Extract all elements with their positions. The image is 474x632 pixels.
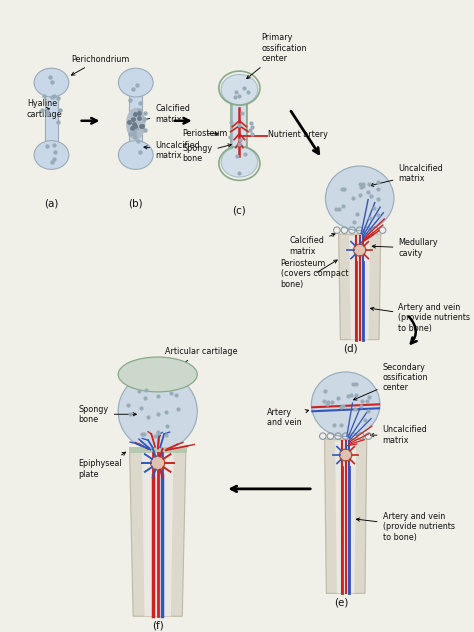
Text: Medullary
cavity: Medullary cavity <box>372 238 438 258</box>
Polygon shape <box>129 451 186 616</box>
Text: Uncalcified
matrix: Uncalcified matrix <box>370 164 443 186</box>
Ellipse shape <box>326 166 394 231</box>
Polygon shape <box>335 441 356 593</box>
Ellipse shape <box>118 357 197 392</box>
Ellipse shape <box>151 456 165 470</box>
Text: Calcified
matrix: Calcified matrix <box>142 104 190 123</box>
Text: Hyaline
cartilage: Hyaline cartilage <box>27 99 63 119</box>
Polygon shape <box>325 439 367 593</box>
Ellipse shape <box>221 147 258 177</box>
Ellipse shape <box>34 68 69 97</box>
Ellipse shape <box>118 141 153 169</box>
Polygon shape <box>45 90 58 147</box>
Text: Primary
ossification
center: Primary ossification center <box>246 33 307 78</box>
Text: (c): (c) <box>233 205 246 216</box>
Text: Uncalcified
matrix: Uncalcified matrix <box>144 141 200 161</box>
Ellipse shape <box>311 372 380 437</box>
Ellipse shape <box>339 449 352 461</box>
Text: (a): (a) <box>44 198 59 209</box>
Ellipse shape <box>118 68 153 97</box>
Text: Periosteum: Periosteum <box>182 129 228 138</box>
Text: Spongy
bone: Spongy bone <box>79 404 137 424</box>
Ellipse shape <box>34 141 69 169</box>
Polygon shape <box>338 234 381 339</box>
Polygon shape <box>129 447 187 453</box>
Text: (e): (e) <box>334 597 348 607</box>
Text: Epiphyseal
plate: Epiphyseal plate <box>79 452 126 478</box>
Ellipse shape <box>221 75 258 105</box>
Polygon shape <box>129 90 142 147</box>
Text: Artery
and vein: Artery and vein <box>266 408 309 427</box>
Text: (d): (d) <box>344 344 358 353</box>
Text: (b): (b) <box>128 198 143 209</box>
Text: Secondary
ossification
center: Secondary ossification center <box>354 363 428 400</box>
Text: (f): (f) <box>152 620 164 630</box>
Ellipse shape <box>118 372 197 450</box>
Text: Articular cartilage: Articular cartilage <box>165 347 237 375</box>
Ellipse shape <box>126 108 146 140</box>
Polygon shape <box>349 236 370 339</box>
Polygon shape <box>232 98 246 154</box>
Text: Artery and vein
(provide nutrients
to bone): Artery and vein (provide nutrients to bo… <box>371 303 470 332</box>
Text: Calcified
matrix: Calcified matrix <box>290 234 335 256</box>
Text: Perichondrium: Perichondrium <box>71 54 129 75</box>
Polygon shape <box>142 453 173 616</box>
Text: Uncalcified
matrix: Uncalcified matrix <box>371 425 427 445</box>
Text: Nutrient artery: Nutrient artery <box>268 130 328 139</box>
Ellipse shape <box>354 244 366 256</box>
Text: Periosteum
(covers compact
bone): Periosteum (covers compact bone) <box>281 259 348 289</box>
Text: Artery and vein
(provide nutrients
to bone): Artery and vein (provide nutrients to bo… <box>356 512 455 542</box>
Text: Spongy
bone: Spongy bone <box>182 144 231 163</box>
